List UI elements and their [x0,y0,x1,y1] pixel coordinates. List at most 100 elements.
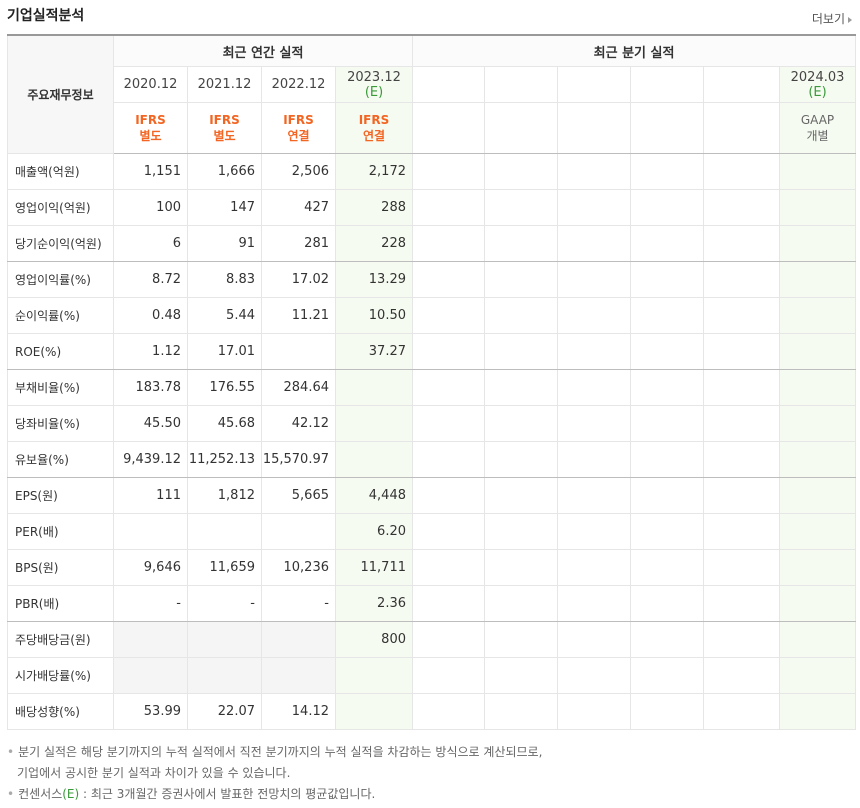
value-cell [412,333,485,370]
value-cell [113,657,188,694]
value-cell [484,369,558,406]
value-cell [778,153,857,190]
standard-header: IFRS 연결 [261,102,336,154]
value-cell [484,261,558,298]
value-cell [778,297,857,334]
value-cell: 42.12 [261,405,336,442]
value-cell [778,549,857,586]
value-cell: 37.27 [335,333,413,370]
period-header: 2023.12 (E) [335,66,413,103]
value-cell [484,477,558,514]
value-cell: 2,506 [261,153,336,190]
standard: IFRS [209,113,240,127]
period-header [703,66,780,103]
value-cell [335,693,413,730]
value-cell: - [187,585,262,622]
value-cell [557,225,631,262]
value-cell: 427 [261,189,336,226]
row-label: ROE(%) [7,333,114,370]
value-cell: - [113,585,188,622]
standard: IFRS [358,113,390,127]
value-cell [412,441,485,478]
basis: 개별 [806,129,829,143]
value-cell [778,513,857,550]
value-cell [557,153,631,190]
value-cell: 281 [261,225,336,262]
value-cell [630,513,704,550]
standard-header [630,102,704,154]
value-cell [412,369,485,406]
value-cell [778,261,857,298]
value-cell: 9,646 [113,549,188,586]
value-cell [261,333,336,370]
value-cell: 15,570.97 [261,441,336,478]
estimate-mark: (E) [62,787,80,801]
value-cell: 91 [187,225,262,262]
value-cell: 10,236 [261,549,336,586]
standard-header [484,102,558,154]
period-header: 2024.03 (E) [778,66,857,103]
basis: 별도 [213,129,236,143]
value-cell [412,477,485,514]
value-cell [630,189,704,226]
value-cell [484,153,558,190]
value-cell [557,621,631,658]
row-label: PBR(배) [7,585,114,622]
value-cell [113,621,188,658]
data-row: 영업이익률(%) 8.72 8.83 17.02 13.29 [7,261,857,298]
row-label: BPS(원) [7,549,114,586]
value-cell: 13.29 [335,261,413,298]
row-label: 유보율(%) [7,441,114,478]
value-cell [778,405,857,442]
value-cell: 100 [113,189,188,226]
basis: 별도 [139,129,162,143]
value-cell [484,405,558,442]
value-cell [484,441,558,478]
footnote: 컨센서스(E) : 최근 3개월간 증권사에서 발표한 전망치의 평균값입니다. [7,784,542,805]
value-cell [187,621,262,658]
data-row: EPS(원) 111 1,812 5,665 4,448 [7,477,857,514]
value-cell [778,585,857,622]
footnote-text: : 최근 3개월간 증권사에서 발표한 전망치의 평균값입니다. [79,787,376,801]
period-header: 2021.12 [187,66,262,103]
value-cell [484,297,558,334]
value-cell: 5,665 [261,477,336,514]
value-cell [703,189,780,226]
value-cell [703,261,780,298]
value-cell: 17.02 [261,261,336,298]
value-cell [412,405,485,442]
value-cell: 45.50 [113,405,188,442]
value-cell: 11.21 [261,297,336,334]
value-cell [412,297,485,334]
value-cell: 228 [335,225,413,262]
value-cell [335,369,413,406]
value-cell [703,477,780,514]
value-cell: 800 [335,621,413,658]
standard: IFRS [283,113,314,127]
value-cell: 6.20 [335,513,413,550]
row-label: 영업이익(억원) [7,189,114,226]
data-row: 순이익률(%) 0.48 5.44 11.21 10.50 [7,297,857,334]
value-cell: 11,252.13 [187,441,262,478]
value-cell [630,621,704,658]
value-cell [630,153,704,190]
standard: GAAP [800,113,835,127]
value-cell [703,297,780,334]
value-cell [113,513,188,550]
value-cell [557,261,631,298]
value-cell [484,549,558,586]
value-cell: 22.07 [187,693,262,730]
value-cell [557,549,631,586]
more-link[interactable]: 더보기 [812,10,852,27]
period-header [484,66,558,103]
footnote-line: 분기 실적은 해당 분기까지의 누적 실적에서 직전 분기까지의 누적 실적을 … [7,742,542,763]
value-cell: 10.50 [335,297,413,334]
value-cell: 284.64 [261,369,336,406]
value-cell: 183.78 [113,369,188,406]
period-header [630,66,704,103]
value-cell: 288 [335,189,413,226]
value-cell [703,225,780,262]
value-cell [557,477,631,514]
value-cell [778,693,857,730]
value-cell [703,621,780,658]
